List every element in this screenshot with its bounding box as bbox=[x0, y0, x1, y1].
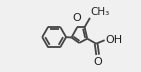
Text: O: O bbox=[72, 13, 81, 23]
Text: OH: OH bbox=[105, 35, 122, 45]
Text: O: O bbox=[93, 57, 102, 67]
Text: CH₃: CH₃ bbox=[90, 7, 110, 17]
